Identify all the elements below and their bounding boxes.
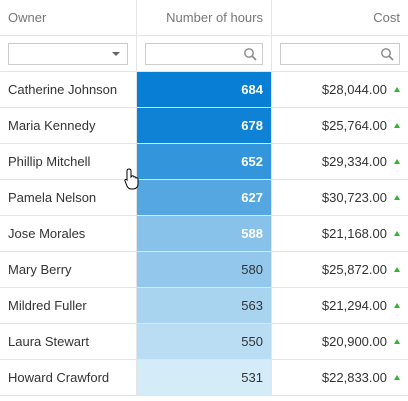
filter-dropdown[interactable] (8, 42, 128, 65)
data-row: Pamela Nelson 627 $30,723.00 (0, 180, 408, 216)
cost-cell: $28,044.00 (272, 72, 408, 107)
hours-cell: 678 (137, 108, 272, 143)
filter-search[interactable] (145, 42, 263, 65)
trend-up-icon (394, 231, 400, 236)
hours-value: 580 (241, 262, 263, 277)
data-row: Maria Kennedy 678 $25,764.00 (0, 108, 408, 144)
hours-value: 588 (241, 226, 263, 241)
hours-value: 550 (241, 334, 263, 349)
trend-up-icon (394, 195, 400, 200)
trend-up-icon (394, 87, 400, 92)
owner-cell: Pamela Nelson (0, 180, 137, 215)
cost-cell: $21,294.00 (272, 288, 408, 323)
hours-value: 678 (241, 118, 263, 133)
hours-value: 531 (241, 370, 263, 385)
owner-cell: Maria Kennedy (0, 108, 137, 143)
cost-value: $25,764.00 (321, 118, 387, 133)
trend-up-icon (394, 123, 400, 128)
cost-value: $20,900.00 (321, 334, 387, 349)
owner-cell: Mary Berry (0, 252, 137, 287)
cost-value: $21,168.00 (321, 226, 387, 241)
trend-up-icon (394, 159, 400, 164)
hours-value: 652 (241, 154, 263, 169)
trend-up-icon (394, 303, 400, 308)
cost-cell: $22,833.00 (272, 360, 408, 395)
header-row: Owner Number of hours Cost (0, 0, 408, 36)
cost-value: $29,334.00 (321, 154, 387, 169)
column-header[interactable]: Number of hours (137, 0, 272, 35)
search-icon (244, 47, 257, 61)
data-row: Mary Berry 580 $25,872.00 (0, 252, 408, 288)
cost-cell: $29,334.00 (272, 144, 408, 179)
trend-up-icon (394, 267, 400, 272)
data-row: Laura Stewart 550 $20,900.00 (0, 324, 408, 360)
trend-up-icon (394, 339, 400, 344)
cost-value: $28,044.00 (321, 82, 387, 97)
filter-search[interactable] (280, 42, 400, 65)
hours-value: 627 (241, 190, 263, 205)
data-row: Mildred Fuller 563 $21,294.00 (0, 288, 408, 324)
column-header[interactable]: Cost (373, 10, 400, 25)
owner-cell: Catherine Johnson (0, 72, 137, 107)
cost-cell: $30,723.00 (272, 180, 408, 215)
owner-cell: Phillip Mitchell (0, 144, 137, 179)
filter-cell (272, 36, 408, 71)
hours-cell: 627 (137, 180, 272, 215)
cost-value: $25,872.00 (321, 262, 387, 277)
hours-cell: 684 (137, 72, 272, 107)
data-row: Phillip Mitchell 652 $29,334.00 (0, 144, 408, 180)
owner-cell: Mildred Fuller (0, 288, 137, 323)
cost-value: $21,294.00 (321, 298, 387, 313)
cost-cell: $20,900.00 (272, 324, 408, 359)
hours-cell: 580 (137, 252, 272, 287)
hours-value: 563 (241, 298, 263, 313)
filter-cell (137, 36, 272, 71)
hours-value: 684 (241, 82, 263, 97)
cost-cell: $21,168.00 (272, 216, 408, 251)
hours-cell: 563 (137, 288, 272, 323)
column-header[interactable]: Owner (0, 0, 137, 35)
owner-cell: Howard Crawford (0, 360, 137, 395)
hours-cell: 652 (137, 144, 272, 179)
data-row: Howard Crawford 531 $22,833.00 (0, 360, 408, 396)
owner-cell: Laura Stewart (0, 324, 137, 359)
cost-cell: $25,872.00 (272, 252, 408, 287)
search-icon (381, 47, 394, 61)
hours-cell: 588 (137, 216, 272, 251)
data-row: Catherine Johnson 684 $28,044.00 (0, 72, 408, 108)
filter-cell (0, 36, 137, 71)
cost-value: $22,833.00 (321, 370, 387, 385)
hours-cell: 550 (137, 324, 272, 359)
mouse-cursor (124, 168, 139, 190)
dropdown-arrow (112, 51, 120, 56)
trend-up-icon (394, 375, 400, 380)
cost-value: $30,723.00 (321, 190, 387, 205)
data-row: Jose Morales 588 $21,168.00 (0, 216, 408, 252)
owner-cell: Jose Morales (0, 216, 137, 251)
hours-cell: 531 (137, 360, 272, 395)
cost-cell: $25,764.00 (272, 108, 408, 143)
filter-row (0, 36, 408, 72)
